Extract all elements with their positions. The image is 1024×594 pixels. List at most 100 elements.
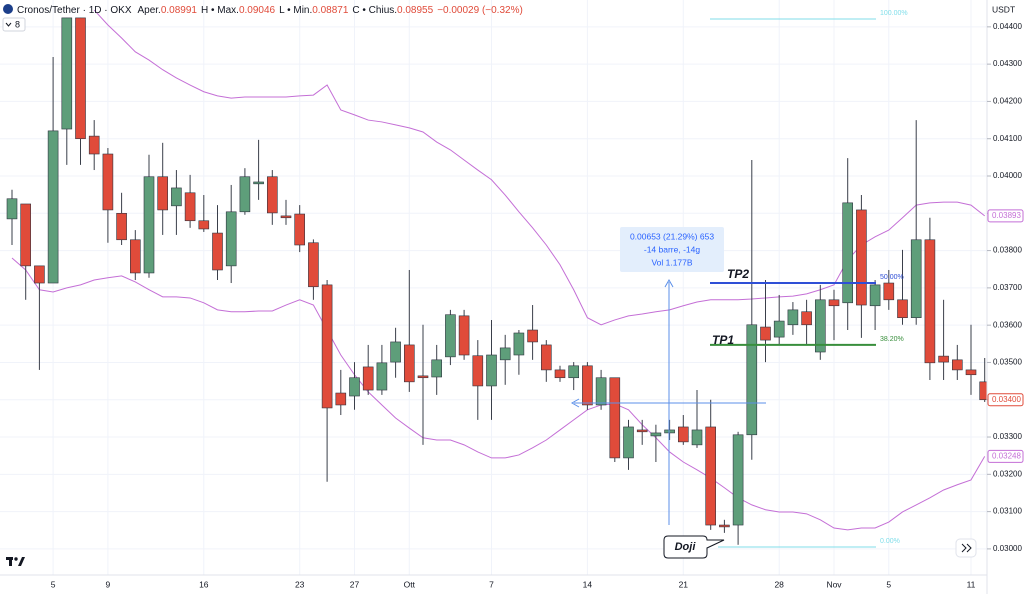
candle-body [335,392,347,406]
y-tick-label: 0.03500 [993,358,1022,367]
currency: USDT [992,4,1015,14]
candle-body [486,354,497,387]
y-tick-label: 0.03700 [993,283,1022,292]
y-tick-label: 0.04300 [993,59,1022,68]
candle-body [20,203,32,267]
candle-body [6,198,18,220]
candle-body [472,355,484,387]
chevron [5,22,12,27]
ohlc-label: L • Min. [279,5,312,16]
price-tag [987,209,1024,223]
candle-body [294,213,306,246]
candle-body [869,284,881,307]
candle-body [828,299,840,307]
candle-body [171,187,182,207]
candle-body [910,239,922,319]
candle-body [225,211,237,267]
candle-body [609,377,621,459]
candle-body [650,432,662,437]
candle-body [746,324,758,436]
price-tag [987,449,1024,463]
ohlc-label: Aper. [137,5,160,16]
candle-body [61,17,73,130]
price-tag-label: 0.03893 [992,211,1021,220]
measure-text: Vol 1.177B [651,257,692,267]
candle-body [280,215,292,219]
candle-body [814,299,826,353]
doji-callout [663,535,725,559]
arrow-head [664,278,674,288]
candle-body [116,212,127,241]
x-tick-label: 5 [51,579,56,589]
x-tick-label: 27 [350,579,360,589]
candle-body [801,311,812,326]
logo [6,557,25,566]
price-tag [987,393,1024,407]
logo-part [14,557,18,561]
logo-part [18,557,25,566]
candle-body [787,309,799,326]
ohlc-value: 0.08955 [397,5,434,16]
candle-body [924,239,936,364]
candle-body [773,320,785,338]
y-tick-label: 0.03200 [993,469,1022,478]
candle-body [554,369,566,379]
candle-body [212,232,223,271]
x-tick-label: 7 [489,579,494,589]
indicator-count: 8 [15,19,20,29]
candle-body [732,434,744,526]
candle-body [47,130,59,284]
logo-part [9,557,12,566]
level-label: 38.20% [880,336,904,343]
candle-body [760,326,771,341]
candle-body [513,332,525,356]
candle-body [856,209,867,306]
x-tick-label: 28 [774,579,784,589]
candle-body [34,265,45,284]
candle-body [897,299,908,319]
tp2-label: TP2 [727,267,749,281]
symbol-title: Cronos/Tether · 1D · OKX [17,5,132,16]
candle-body [636,429,648,433]
x-tick-label: 16 [199,579,209,589]
candle-body [88,135,100,155]
arrow-head [570,398,580,408]
level-label: 100.00% [880,10,908,17]
ohlc-value: 0.08991 [161,5,198,16]
ohlc-label: H • Max. [201,5,239,16]
measure-box [620,227,724,272]
level-label: 0.00% [880,538,900,545]
indicator-toggle[interactable] [2,17,26,32]
candle-body [540,344,552,371]
candle-body [376,362,388,391]
candle-body [349,377,360,397]
band-line [93,9,986,326]
candle-body [677,426,689,443]
candle-body [951,359,963,371]
candle-body [664,429,675,434]
candle-body [691,429,703,446]
doji-label: Doji [675,541,697,553]
measure-text: -14 barre, -14g [644,244,700,254]
y-tick-label: 0.03100 [993,507,1022,516]
candle-body [266,176,278,214]
candle-body [308,242,319,288]
header: Cronos/Tether · 1D · OKX Aper.0.08991 H • … [17,5,523,16]
axes: 0.03000 0.03100 0.03200 0.03300 0.03400 0.035… [0,22,1024,589]
y-tick-label: 0.03000 [993,544,1022,553]
price-tag-label: 0.03248 [992,452,1021,461]
candle-body [938,355,949,363]
candle-body [239,176,251,213]
candle-body [417,375,429,379]
symbol-icon [3,4,13,14]
x-tick-label: 11 [967,579,976,589]
x-tick-label: Nov [826,579,842,589]
y-tick-label: 0.03600 [993,320,1022,329]
change: −0.00029 (−0.32%) [437,5,523,16]
candle-body [198,220,210,230]
ohlc-label: C • Chius. [352,5,397,16]
candle-body [390,341,401,363]
x-tick-label: 23 [295,579,305,589]
candle-body [253,181,264,185]
